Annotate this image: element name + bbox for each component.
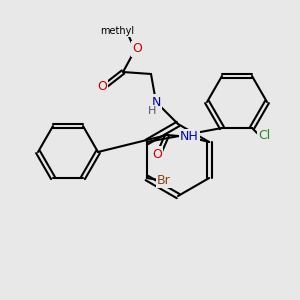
Text: methyl: methyl [100, 26, 134, 36]
Text: Br: Br [157, 173, 171, 187]
Text: H: H [148, 106, 156, 116]
Text: NH: NH [180, 130, 199, 143]
Text: O: O [132, 43, 142, 56]
Text: O: O [97, 80, 107, 92]
Text: Cl: Cl [258, 130, 270, 142]
Text: N: N [151, 95, 161, 109]
Text: O: O [152, 148, 162, 160]
